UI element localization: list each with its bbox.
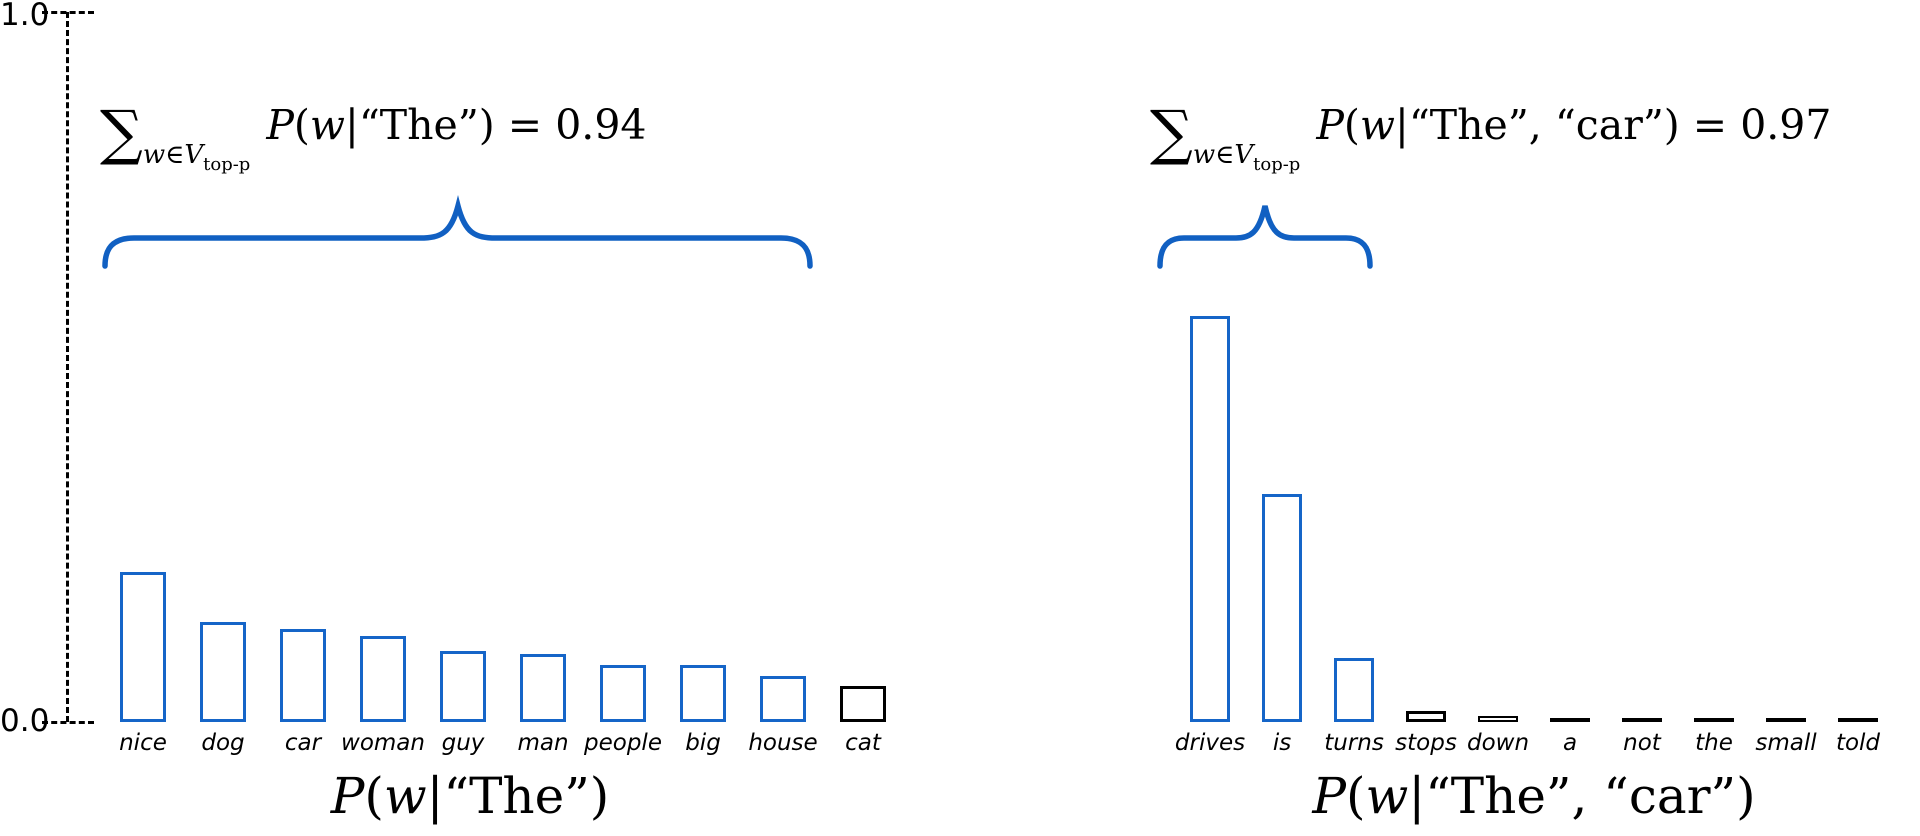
bar-label-people: people — [584, 730, 662, 756]
right-top-p-brace — [1157, 205, 1373, 269]
bar-label-turns: turns — [1324, 730, 1384, 756]
bar-label-big: big — [685, 730, 721, 756]
bar-nice — [120, 572, 166, 722]
formula-body: P(w|“The”, “car”) = 0.97 — [1316, 101, 1832, 149]
bar-label-drives: drives — [1174, 730, 1246, 756]
bar-label-car: car — [284, 730, 322, 756]
bar-label-a: a — [1562, 730, 1578, 756]
bar-stops — [1406, 711, 1446, 722]
bar-man — [520, 654, 566, 722]
bar-label-house: house — [748, 730, 818, 756]
bar-label-man: man — [517, 730, 569, 756]
bar-is — [1262, 494, 1302, 722]
y-tick-0.0 — [42, 721, 94, 724]
bar-label-small: small — [1755, 730, 1817, 756]
bar-label-cat: cat — [845, 730, 881, 756]
sum-subscript: w∈Vtop-p — [142, 140, 251, 175]
bar-label-down: down — [1466, 730, 1530, 756]
left-top-p-brace — [102, 195, 813, 269]
y-tick-label-1.0: 1.0 — [0, 0, 50, 33]
bar-big — [680, 665, 726, 722]
right-top-p-formula: ∑w∈Vtop-pP(w|“The”, “car”) = 0.97 — [1150, 103, 1831, 174]
bar-label-nice: nice — [119, 730, 167, 756]
bar-label-not: not — [1623, 730, 1661, 756]
sum-subscript: w∈Vtop-p — [1192, 140, 1301, 175]
bar-not — [1622, 718, 1662, 722]
bar-label-told: told — [1835, 730, 1881, 756]
bar-house — [760, 676, 806, 722]
bar-cat — [840, 686, 886, 722]
bar-car — [280, 629, 326, 722]
sum-symbol: ∑ — [1150, 98, 1193, 168]
bar-turns — [1334, 658, 1374, 722]
bar-the — [1694, 718, 1734, 722]
formula-body: P(w|“The”) = 0.94 — [266, 101, 647, 149]
left-top-p-formula: ∑w∈Vtop-pP(w|“The”) = 0.94 — [100, 103, 647, 174]
sum-symbol: ∑ — [100, 98, 143, 168]
left-axis-title: P(w|“The”) — [330, 767, 610, 825]
bar-label-guy: guy — [441, 730, 485, 756]
bar-small — [1766, 718, 1806, 722]
bar-down — [1478, 716, 1518, 722]
bar-told — [1838, 718, 1878, 722]
y-tick-label-0.0: 0.0 — [0, 703, 50, 739]
bar-label-is: is — [1272, 730, 1292, 756]
bar-label-stops: stops — [1395, 730, 1457, 756]
bar-woman — [360, 636, 406, 722]
bar-people — [600, 665, 646, 722]
bar-a — [1550, 718, 1590, 722]
bar-drives — [1190, 316, 1230, 722]
right-axis-title: P(w|“The”, “car”) — [1312, 767, 1756, 825]
bar-label-woman: woman — [341, 730, 425, 756]
y-tick-1.0 — [42, 11, 94, 14]
y-axis-dashed-line — [66, 12, 69, 722]
bar-guy — [440, 651, 486, 722]
bar-dog — [200, 622, 246, 722]
bar-label-dog: dog — [201, 730, 245, 756]
bar-label-the: the — [1695, 730, 1733, 756]
